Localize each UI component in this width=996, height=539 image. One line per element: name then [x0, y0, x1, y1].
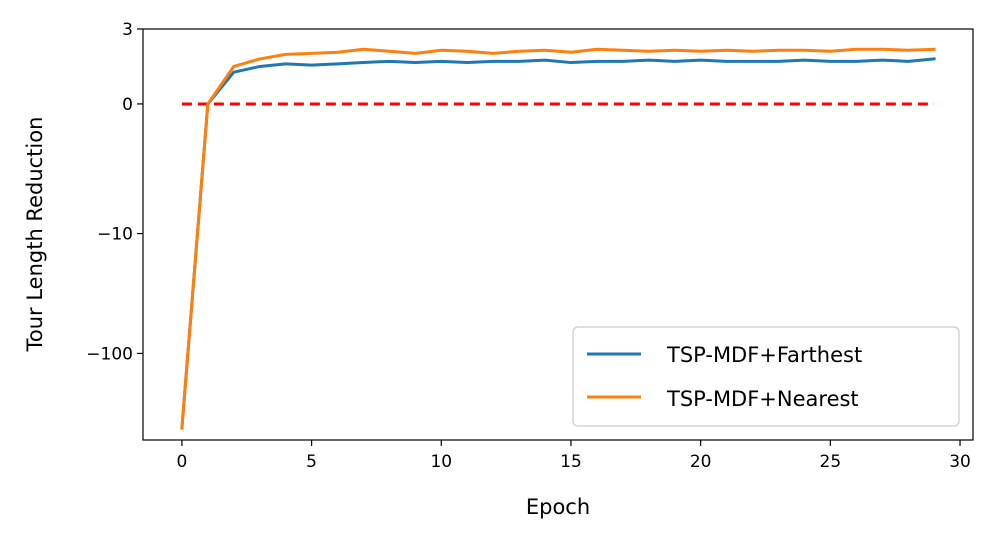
x-axis-ticks: 0 5 10 15 20 25 30: [176, 440, 971, 472]
x-tick-label: 5: [306, 452, 317, 472]
x-tick-label: 15: [560, 452, 582, 472]
legend: TSP-MDF+Farthest TSP-MDF+Nearest: [572, 326, 960, 427]
series-line-farthest: [180, 57, 936, 430]
series-group: [180, 47, 936, 430]
y-tick-label: −100: [86, 344, 133, 364]
legend-label-nearest: TSP-MDF+Nearest: [666, 387, 859, 411]
legend-label-farthest: TSP-MDF+Farthest: [666, 343, 862, 367]
y-tick-label: 0: [122, 95, 133, 115]
x-tick-label: 30: [949, 452, 971, 472]
legend-box: [572, 326, 960, 427]
y-tick-label: 3: [122, 20, 133, 40]
x-tick-label: 0: [176, 452, 187, 472]
series-line-nearest: [180, 47, 936, 430]
x-axis-label: Epoch: [526, 495, 590, 519]
y-axis-label: Tour Length Reduction: [23, 117, 47, 353]
plot-frame: [142, 28, 974, 441]
x-tick-label: 20: [690, 452, 712, 472]
x-tick-label: 25: [820, 452, 842, 472]
y-tick-label: −10: [97, 225, 133, 245]
x-tick-label: 10: [430, 452, 452, 472]
